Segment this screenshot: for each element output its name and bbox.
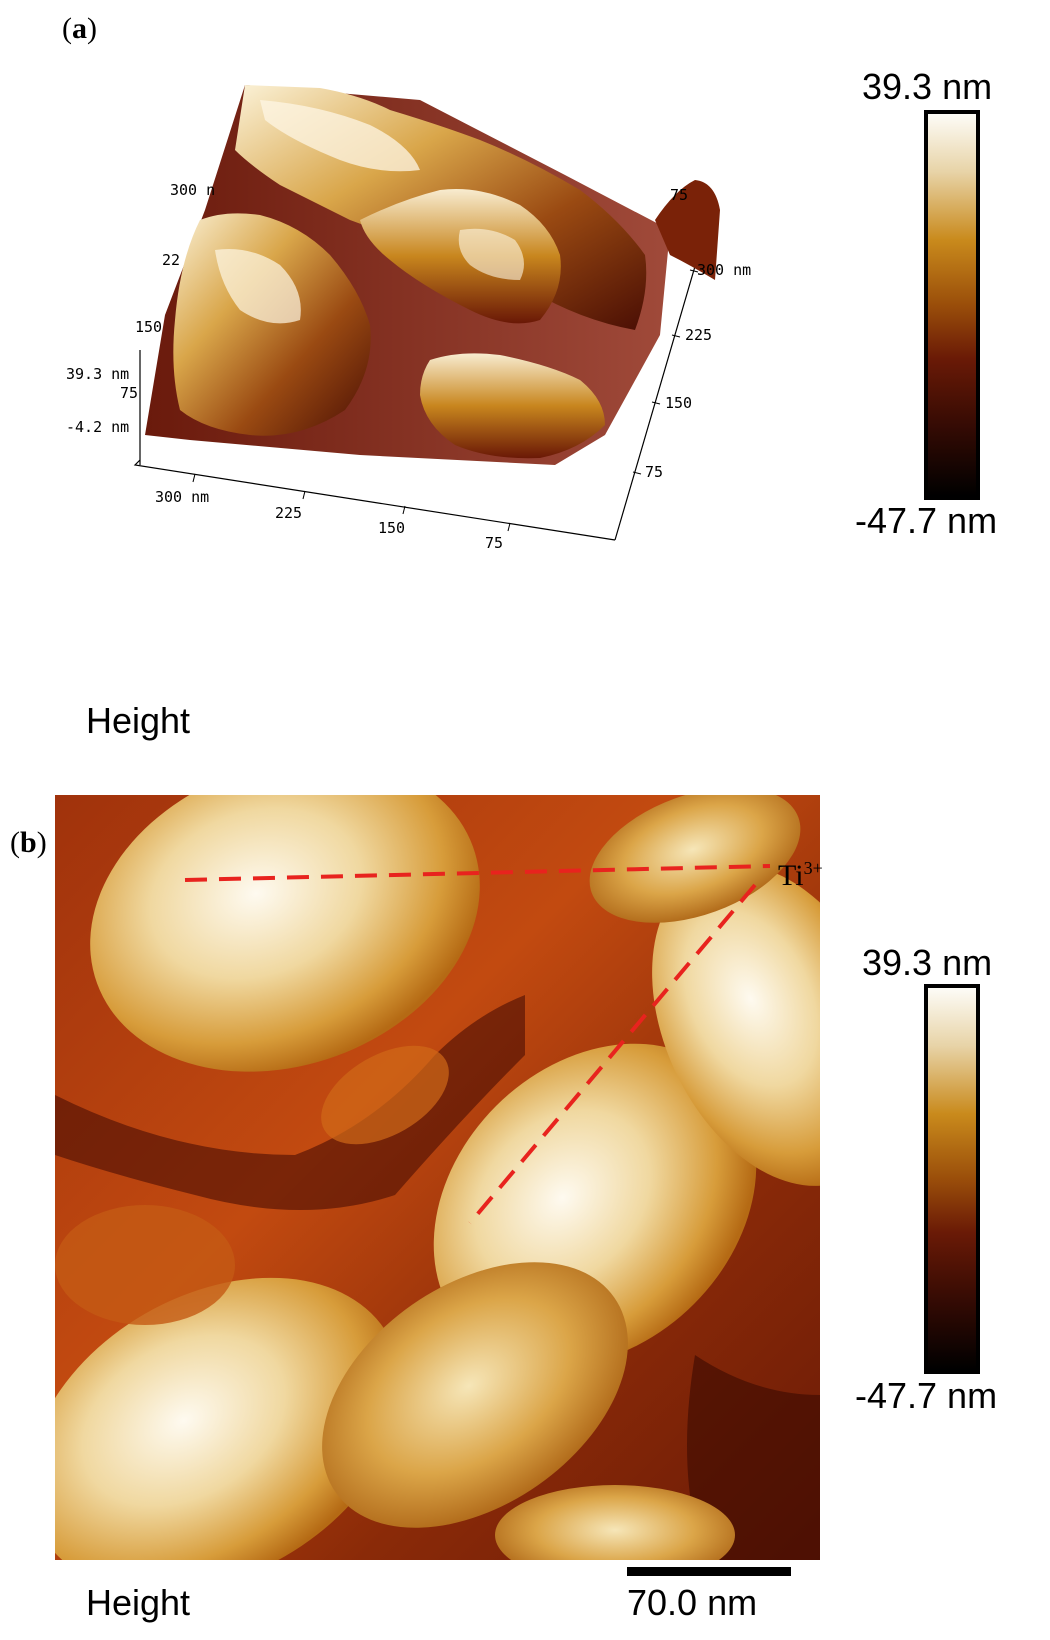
colorbar-b-min-label: -47.7 nm — [855, 1375, 998, 1416]
left-axis-tick-225: 22 — [162, 251, 180, 269]
corner-bump — [655, 180, 720, 280]
z-axis-top-label: 39.3 nm — [66, 365, 129, 383]
colorbar-a-max-label: 39.3 nm — [862, 66, 993, 107]
right-axis-line — [614, 214, 711, 541]
back-corner-tick: 75 — [670, 186, 688, 204]
grain-bottom-center — [322, 1262, 628, 1528]
colorbar-b — [924, 984, 980, 1374]
afm-3d-surface-plot: 300 n 22 150 39.3 nm 75 -4.2 nm 300 nm 2… — [66, 85, 751, 552]
bottom-axis-tick-225: 225 — [275, 504, 302, 522]
left-axis-tick-150: 150 — [135, 318, 162, 336]
grain-top-right — [589, 795, 801, 923]
panel-b-caption: Height — [86, 1582, 191, 1623]
right-axis-tick-225: 225 — [685, 326, 712, 344]
middle-ridge — [360, 189, 561, 324]
right-axis-tick-75: 75 — [645, 463, 663, 481]
bottom-axis-line — [133, 459, 616, 541]
colorbar-a — [924, 110, 980, 500]
left-axis-tick-75: 75 — [120, 384, 138, 402]
dashed-line-diagonal — [468, 883, 757, 1225]
bottom-axis-tick-75: 75 — [485, 534, 503, 552]
left-axis-tick-300: 300 n — [170, 181, 215, 199]
panel-a-label: (a) — [62, 12, 97, 45]
front-right-ridge — [420, 353, 605, 459]
colorbar-b-max-label: 39.3 nm — [862, 942, 993, 983]
afm-height-image — [55, 795, 820, 1560]
grain-right — [652, 864, 820, 1186]
panel-b-label: (b) — [10, 826, 47, 859]
right-axis-tick-300: 300 nm — [697, 261, 751, 279]
colorbar-a-min-label: -47.7 nm — [855, 500, 998, 541]
panel-a-caption: Height — [86, 700, 191, 741]
bottom-axis-tick-150: 150 — [378, 519, 405, 537]
scale-bar — [627, 1567, 791, 1576]
grain-bottom-left — [55, 1277, 402, 1560]
z-axis-bottom-label: -4.2 nm — [66, 418, 129, 436]
dashed-line-horizontal — [184, 864, 771, 882]
grain-top-left — [90, 795, 480, 1072]
right-axis-tick-150: 150 — [665, 394, 692, 412]
ti3-annotation: Ti3+ — [778, 858, 823, 892]
scale-bar-label: 70.0 nm — [627, 1582, 758, 1623]
grain-bottom — [495, 1485, 735, 1560]
bottom-axis-tick-300: 300 nm — [155, 488, 209, 506]
